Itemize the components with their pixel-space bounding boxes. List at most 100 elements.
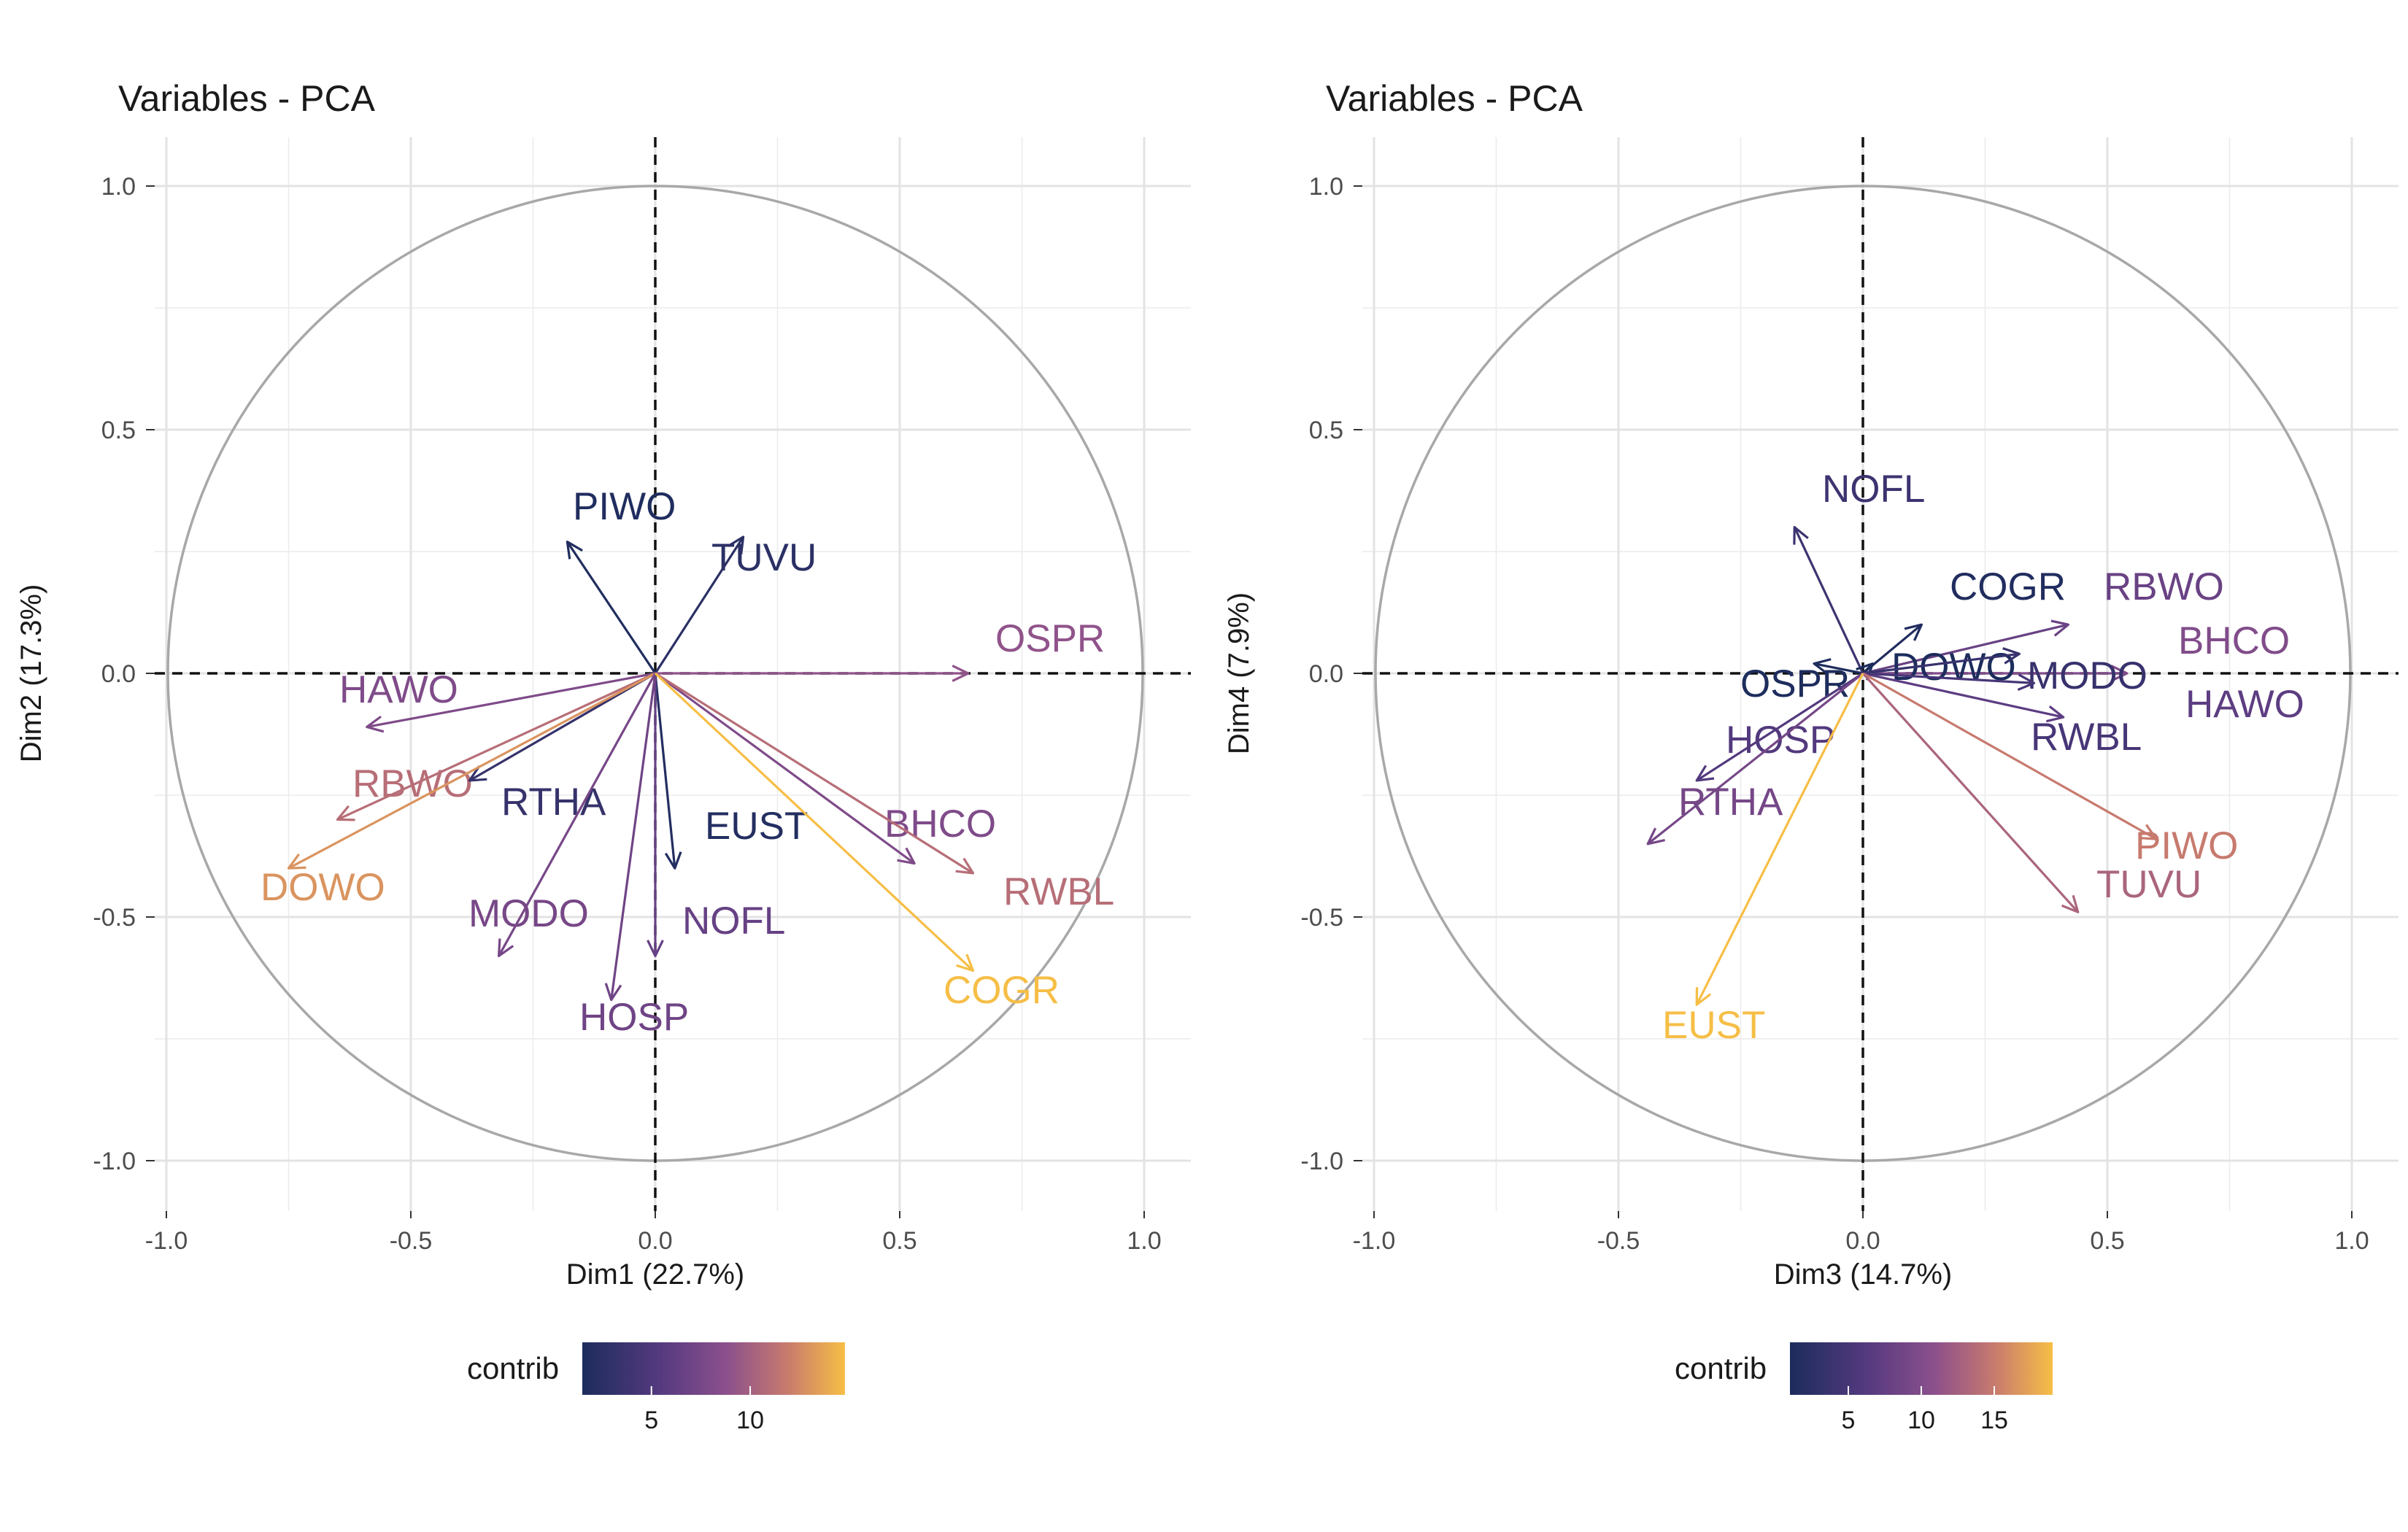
arrow-shaft xyxy=(655,672,974,875)
y-tick-label: 0.0 xyxy=(101,660,136,688)
arrow-shaft xyxy=(1793,526,1864,674)
arrow-shaft xyxy=(610,673,657,1000)
variable-label-nofl: NOFL xyxy=(682,900,785,943)
legend-title: contrib xyxy=(1675,1351,1767,1385)
arrow-shaft xyxy=(1862,672,2034,684)
variable-label-rtha: RTHA xyxy=(501,781,606,824)
variable-arrow-rbwo: RBWO xyxy=(336,672,656,821)
arrow-shaft xyxy=(1695,673,1864,1005)
variable-label-hosp: HOSP xyxy=(579,996,689,1039)
arrow-shaft xyxy=(1813,662,1864,675)
variable-arrow-cogr: COGR xyxy=(654,672,1060,1012)
y-tick-label: -1.0 xyxy=(93,1148,136,1175)
x-axis-title: Dim3 (14.7%) xyxy=(1774,1258,1953,1291)
variable-label-rbwo: RBWO xyxy=(352,762,473,805)
arrow-shaft xyxy=(498,673,657,957)
arrow-shaft xyxy=(1696,672,1864,782)
arrow-shaft xyxy=(1861,672,2079,913)
y-tick-label: -1.0 xyxy=(1300,1148,1343,1175)
contrib-legend: contrib 5 10 15 xyxy=(1675,1342,2053,1434)
variable-arrow-tuvu: TUVU xyxy=(1861,672,2201,913)
y-tick-label: 0.5 xyxy=(101,417,136,444)
contrib-legend: contrib 5 10 xyxy=(467,1342,845,1434)
y-tick-label: -0.5 xyxy=(1300,904,1343,932)
legend-colorbar xyxy=(582,1342,845,1395)
variable-label-ospr: OSPR xyxy=(1740,662,1850,705)
variable-arrow-rbwo: RBWO xyxy=(1862,565,2224,675)
arrow-shaft xyxy=(366,672,656,729)
variable-arrow-eust: EUST xyxy=(1662,673,1864,1047)
x-tick-label: 0.0 xyxy=(1845,1227,1880,1255)
arrow-shaft xyxy=(1862,672,2157,840)
variable-arrow-piwo: PIWO xyxy=(566,485,676,674)
variable-label-modo: MODO xyxy=(2027,654,2147,697)
y-axis-title: Dim2 (17.3%) xyxy=(15,584,47,763)
legend-tick-label: 10 xyxy=(1907,1407,1935,1434)
variable-label-hawo: HAWO xyxy=(339,668,458,711)
legend-tick-label: 15 xyxy=(1980,1407,2008,1434)
arrow-shaft xyxy=(566,541,657,674)
variable-arrow-nofl: NOFL xyxy=(1793,468,1925,674)
variable-arrow-rtha: RTHA xyxy=(468,672,656,824)
y-tick-label: 1.0 xyxy=(101,173,136,201)
chart-title: Variables - PCA xyxy=(118,78,376,119)
y-tick-label: -0.5 xyxy=(93,904,136,932)
variable-arrow-hosp: HOSP xyxy=(1695,672,1864,782)
variable-label-hawo: HAWO xyxy=(2185,683,2304,726)
variable-label-eust: EUST xyxy=(705,805,808,848)
x-tick-label: -1.0 xyxy=(145,1227,188,1255)
variable-arrow-piwo: PIWO xyxy=(1862,672,2238,867)
variable-label-tuvu: TUVU xyxy=(2096,863,2201,906)
y-tick-label: 1.0 xyxy=(1309,173,1343,201)
variable-arrow-cogr: COGR xyxy=(1861,565,2066,675)
y-axis-title: Dim4 (7.9%) xyxy=(1223,592,1255,754)
x-tick-label: 0.0 xyxy=(638,1227,672,1255)
y-tick-label: 0.5 xyxy=(1309,417,1343,444)
variable-arrow-tuvu: TUVU xyxy=(654,535,817,674)
variable-arrow-rtha: RTHA xyxy=(1646,672,1864,846)
variable-label-cogr: COGR xyxy=(1950,565,2066,608)
variable-label-eust: EUST xyxy=(1662,1004,1765,1047)
variable-label-rbwo: RBWO xyxy=(2104,565,2224,608)
variable-label-cogr: COGR xyxy=(943,969,1060,1012)
legend-tick-label: 5 xyxy=(644,1407,658,1434)
variable-arrow-modo: MODO xyxy=(468,673,657,958)
y-tick-label: 0.0 xyxy=(1309,660,1343,688)
arrow-shaft xyxy=(1862,623,2069,675)
pca-panel-1: Variables - PCA -1.0 -0.5 0.0 0.5 1.0 1.0 0.5 0.… xyxy=(15,78,1191,1434)
arrow-shaft xyxy=(468,672,656,782)
variable-arrow-hawo: HAWO xyxy=(1862,672,2304,726)
variable-label-bhco: BHCO xyxy=(884,802,996,846)
arrow-shaft xyxy=(288,672,656,870)
arrow-shaft xyxy=(654,673,676,869)
x-tick-label: 0.5 xyxy=(2090,1227,2124,1255)
variable-arrow-eust: EUST xyxy=(654,673,808,870)
variable-arrow-ospr: OSPR xyxy=(655,617,1105,682)
variable-arrow-bhco: BHCO xyxy=(1863,619,2290,682)
variable-label-rwbl: RWBL xyxy=(2031,716,2142,759)
variable-label-modo: MODO xyxy=(468,892,589,935)
variable-label-nofl: NOFL xyxy=(1822,468,1925,511)
variable-arrow-ospr: OSPR xyxy=(1740,658,1864,705)
variable-label-rtha: RTHA xyxy=(1678,781,1783,824)
chart-title: Variables - PCA xyxy=(1326,78,1583,119)
arrow-shaft xyxy=(1862,652,2020,675)
variable-arrow-hawo: HAWO xyxy=(339,668,656,733)
legend-title: contrib xyxy=(467,1351,559,1385)
variable-label-piwo: PIWO xyxy=(2135,824,2238,867)
arrow-shaft xyxy=(654,672,974,972)
variable-label-rwbl: RWBL xyxy=(1003,870,1114,913)
arrow-shaft xyxy=(654,536,744,674)
arrow-shaft xyxy=(1647,672,1864,846)
variable-label-dowo: DOWO xyxy=(261,866,385,909)
x-tick-label: 1.0 xyxy=(2334,1227,2369,1255)
variable-arrow-hosp: HOSP xyxy=(579,673,689,1039)
x-tick-label: -1.0 xyxy=(1353,1227,1396,1255)
variable-arrow-modo: MODO xyxy=(1862,647,2147,697)
variable-arrow-dowo: DOWO xyxy=(261,672,656,909)
x-axis-title: Dim1 (22.7%) xyxy=(566,1258,745,1291)
variable-arrow-rwbl: RWBL xyxy=(1862,672,2142,759)
x-tick-label: -0.5 xyxy=(1597,1227,1640,1255)
arrow-shaft xyxy=(1862,672,2064,719)
